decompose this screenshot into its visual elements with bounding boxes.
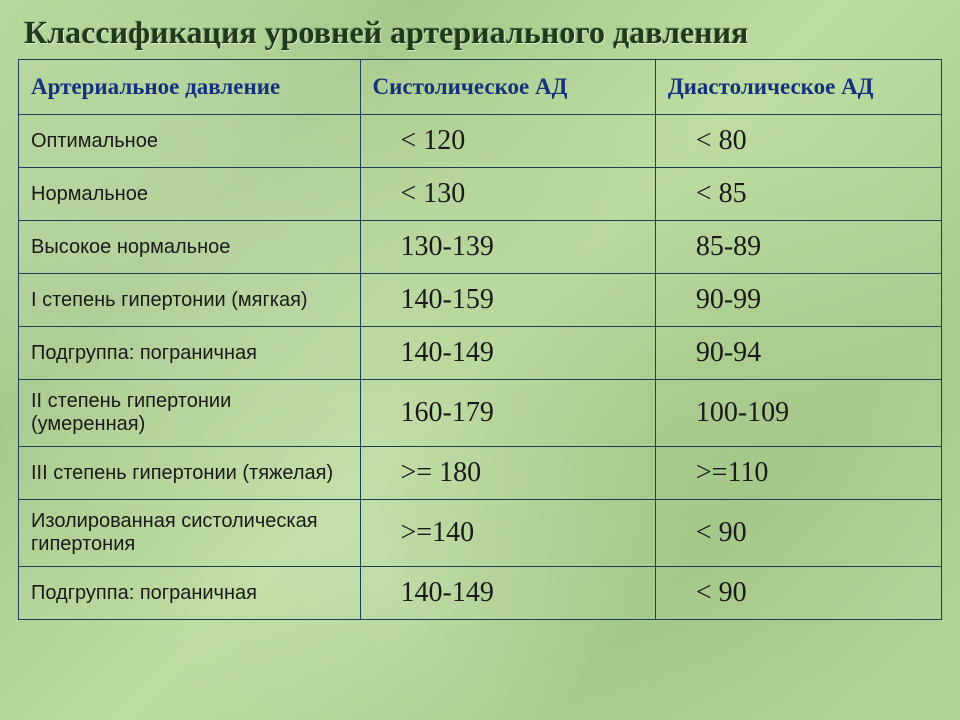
cell-diastolic: >=110 xyxy=(655,447,941,500)
table-row: Подгруппа: пограничная 140-149 < 90 xyxy=(19,567,942,620)
cell-systolic: < 130 xyxy=(360,168,655,221)
cell-systolic: >=140 xyxy=(360,500,655,567)
cell-systolic: >= 180 xyxy=(360,447,655,500)
table-row: Нормальное < 130 < 85 xyxy=(19,168,942,221)
cell-systolic: < 120 xyxy=(360,115,655,168)
cell-diastolic: < 90 xyxy=(655,567,941,620)
cell-diastolic: < 90 xyxy=(655,500,941,567)
table-header-row: Артериальное давление Систолическое АД Д… xyxy=(19,60,942,115)
col-header-diastolic: Диастолическое АД xyxy=(655,60,941,115)
table-row: Изолированная систолическая гипертония >… xyxy=(19,500,942,567)
cell-systolic: 130-139 xyxy=(360,221,655,274)
cell-category: Подгруппа: пограничная xyxy=(19,567,361,620)
table-row: Оптимальное < 120 < 80 xyxy=(19,115,942,168)
table-row: I степень гипертонии (мягкая) 140-159 90… xyxy=(19,274,942,327)
table-row: Высокое нормальное 130-139 85-89 xyxy=(19,221,942,274)
cell-diastolic: 90-94 xyxy=(655,327,941,380)
cell-diastolic: 85-89 xyxy=(655,221,941,274)
cell-systolic: 140-149 xyxy=(360,327,655,380)
cell-systolic: 140-159 xyxy=(360,274,655,327)
table-row: Подгруппа: пограничная 140-149 90-94 xyxy=(19,327,942,380)
cell-diastolic: 90-99 xyxy=(655,274,941,327)
page-title: Классификация уровней артериального давл… xyxy=(24,14,942,51)
cell-category: Изолированная систолическая гипертония xyxy=(19,500,361,567)
cell-category: Высокое нормальное xyxy=(19,221,361,274)
cell-category: Оптимальное xyxy=(19,115,361,168)
cell-category: Подгруппа: пограничная xyxy=(19,327,361,380)
col-header-systolic: Систолическое АД xyxy=(360,60,655,115)
table-row: II степень гипертонии (умеренная) 160-17… xyxy=(19,380,942,447)
cell-diastolic: < 80 xyxy=(655,115,941,168)
table-row: III степень гипертонии (тяжелая) >= 180 … xyxy=(19,447,942,500)
bp-classification-table: Артериальное давление Систолическое АД Д… xyxy=(18,59,942,620)
cell-diastolic: < 85 xyxy=(655,168,941,221)
cell-category: II степень гипертонии (умеренная) xyxy=(19,380,361,447)
cell-systolic: 160-179 xyxy=(360,380,655,447)
cell-systolic: 140-149 xyxy=(360,567,655,620)
cell-category: I степень гипертонии (мягкая) xyxy=(19,274,361,327)
cell-diastolic: 100-109 xyxy=(655,380,941,447)
cell-category: III степень гипертонии (тяжелая) xyxy=(19,447,361,500)
col-header-category: Артериальное давление xyxy=(19,60,361,115)
cell-category: Нормальное xyxy=(19,168,361,221)
